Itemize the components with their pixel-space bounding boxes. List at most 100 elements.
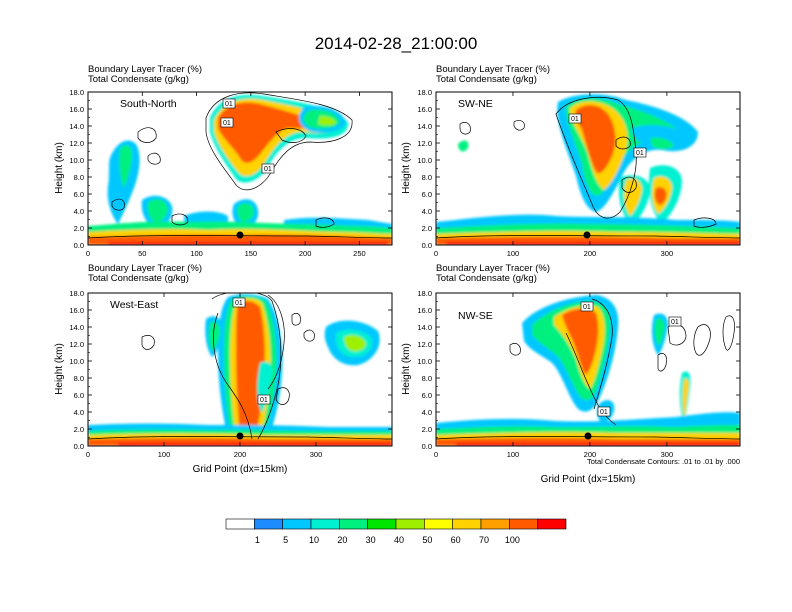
y-tick-label: 4.0 <box>422 207 432 216</box>
y-tick-label: 10.0 <box>417 357 432 366</box>
colorbar-swatch <box>395 518 425 530</box>
colorbar-label: 100 <box>505 535 520 545</box>
panel-field-title-2: Total Condensate (g/kg) <box>436 273 537 284</box>
y-tick-label: 6.0 <box>422 190 432 199</box>
contour-label: 01 <box>225 101 233 108</box>
y-tick-label: 8.0 <box>74 374 84 383</box>
y-tick-label: 0.0 <box>74 241 84 250</box>
colorbar-label: 20 <box>337 535 347 545</box>
colorbar-swatch <box>480 518 510 530</box>
y-tick-label: 18.0 <box>417 289 432 298</box>
x-tick-label: 200 <box>584 450 597 459</box>
location-marker <box>583 231 591 239</box>
panel-field-title-1: Boundary Layer Tracer (%) <box>436 263 550 274</box>
condensate-contours <box>88 293 392 440</box>
contour-label: 01 <box>235 300 243 307</box>
contour-label: 01 <box>636 150 644 157</box>
y-tick-label: 2.0 <box>422 425 432 434</box>
y-tick-label: 4.0 <box>74 408 84 417</box>
y-tick-label: 10.0 <box>417 156 432 165</box>
location-marker <box>584 432 592 440</box>
x-tick-label: 250 <box>353 249 366 258</box>
x-axis-label: Grid Point (dx=15km) <box>193 464 288 475</box>
colorbar-label: 10 <box>309 535 319 545</box>
colorbar-swatch <box>339 518 368 530</box>
panel-label: NW-SE <box>458 310 493 322</box>
y-tick-label: 14.0 <box>417 122 432 131</box>
panel-sw-ne: Boundary Layer Tracer (%) Total Condensa… <box>435 64 741 246</box>
contour-label: 01 <box>264 166 272 173</box>
y-tick-label: 16.0 <box>417 105 432 114</box>
y-tick-label: 10.0 <box>69 156 84 165</box>
panel-field-title-1: Boundary Layer Tracer (%) <box>88 263 202 274</box>
x-tick-label: 300 <box>661 249 674 258</box>
y-tick-label: 16.0 <box>69 105 84 114</box>
y-tick-label: 0.0 <box>74 442 84 451</box>
contour-labels: 01 01 <box>232 297 271 405</box>
contour-labels: 01 01 01 <box>580 301 682 417</box>
shaded-field <box>88 94 392 245</box>
colorbar-label: 40 <box>394 535 404 545</box>
y-tick-label: 0.0 <box>422 241 432 250</box>
y-tick-label: 18.0 <box>69 289 84 298</box>
x-tick-label: 150 <box>245 249 258 258</box>
colorbar-swatch <box>537 518 567 530</box>
contour-info: Total Condensate Contours: .01 to .01 by… <box>587 457 740 466</box>
x-axis-label: Grid Point (dx=15km) <box>541 474 636 485</box>
panel-label: SW-NE <box>458 98 493 110</box>
y-axis-label: Height (km) <box>54 142 65 194</box>
y-tick-label: 8.0 <box>422 374 432 383</box>
colorbar-swatch <box>254 518 283 530</box>
y-tick-label: 16.0 <box>417 306 432 315</box>
y-tick-label: 18.0 <box>417 88 432 97</box>
shaded-field <box>88 294 392 446</box>
contour-label: 01 <box>571 116 579 123</box>
figure-title: 2014-02-28_21:00:00 <box>315 34 478 53</box>
colorbar-swatch <box>225 518 255 530</box>
x-tick-label: 0 <box>86 450 90 459</box>
colorbar-swatch <box>367 518 397 530</box>
colorbar-label: 70 <box>479 535 489 545</box>
y-tick-label: 0.0 <box>422 442 432 451</box>
y-axis-label: Height (km) <box>401 142 412 194</box>
y-tick-label: 12.0 <box>69 340 84 349</box>
contour-labels: 01 01 01 <box>220 98 275 174</box>
panel-field-title-2: Total Condensate (g/kg) <box>88 74 189 85</box>
y-tick-label: 6.0 <box>74 190 84 199</box>
contour-label: 01 <box>223 120 231 127</box>
x-tick-label: 200 <box>234 450 247 459</box>
colorbar-swatch <box>310 518 340 530</box>
y-tick-label: 12.0 <box>417 340 432 349</box>
x-tick-label: 300 <box>661 450 674 459</box>
x-tick-label: 0 <box>434 450 438 459</box>
panel-field-title-2: Total Condensate (g/kg) <box>436 74 537 85</box>
colorbar-label: 60 <box>451 535 461 545</box>
colorbar-swatch <box>424 518 453 530</box>
colorbar-label: 30 <box>366 535 376 545</box>
x-tick-label: 100 <box>507 249 520 258</box>
condensate-contours <box>436 298 740 440</box>
y-tick-label: 2.0 <box>74 224 84 233</box>
x-tick-label: 300 <box>310 450 323 459</box>
y-tick-label: 12.0 <box>417 139 432 148</box>
colorbar-swatch <box>452 518 482 530</box>
panel-field-title-1: Boundary Layer Tracer (%) <box>88 64 202 75</box>
y-tick-label: 4.0 <box>422 408 432 417</box>
contour-label: 01 <box>671 319 679 326</box>
panel-field-title-2: Total Condensate (g/kg) <box>88 273 189 284</box>
panel-nw-se: Boundary Layer Tracer (%) Total Condensa… <box>435 263 741 447</box>
condensate-contours <box>436 97 740 239</box>
y-tick-label: 4.0 <box>74 207 84 216</box>
x-tick-label: 100 <box>158 450 171 459</box>
y-tick-label: 18.0 <box>69 88 84 97</box>
y-tick-label: 14.0 <box>417 323 432 332</box>
y-tick-label: 6.0 <box>422 391 432 400</box>
x-tick-label: 200 <box>299 249 312 258</box>
y-tick-label: 14.0 <box>69 323 84 332</box>
panel-west-east: Boundary Layer Tracer (%) Total Condensa… <box>87 263 393 447</box>
location-marker <box>236 231 244 239</box>
x-tick-label: 0 <box>434 249 438 258</box>
contour-label: 01 <box>600 409 608 416</box>
x-tick-label: 100 <box>507 450 520 459</box>
